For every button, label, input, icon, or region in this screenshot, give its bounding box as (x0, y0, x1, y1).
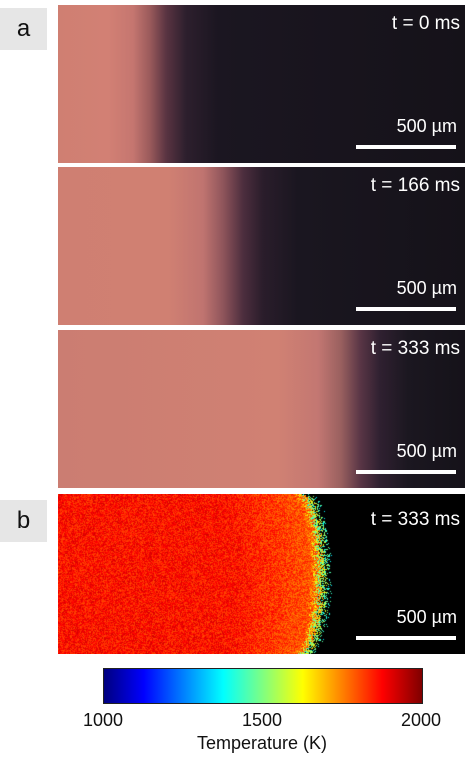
time-label: t = 166 ms (370, 175, 460, 196)
scale-bar (356, 307, 456, 311)
temperature-colorbar (103, 668, 423, 704)
time-label: t = 333 ms (370, 338, 460, 359)
thermal-image (58, 494, 465, 654)
scale-bar (356, 470, 456, 474)
frame-t0: t = 0 ms 500 µm (58, 5, 465, 163)
frame-t166: t = 166 ms 500 µm (58, 167, 465, 325)
scale-bar-label: 500 µm (396, 116, 457, 136)
colorbar-max-label: 2000 (400, 710, 442, 730)
scale-bar (356, 636, 456, 640)
time-label: t = 333 ms (370, 509, 460, 530)
colorbar-min-label: 1000 (82, 710, 124, 730)
panel-label-a: a (0, 8, 47, 50)
panel-label-b: b (0, 500, 47, 542)
colorbar-title: Temperature (K) (196, 733, 328, 753)
frame-t333: t = 333 ms 500 µm (58, 330, 465, 488)
time-label: t = 0 ms (391, 13, 460, 34)
scale-bar-label: 500 µm (396, 607, 457, 627)
scale-bar-label: 500 µm (396, 441, 457, 461)
colorbar-mid-label: 1500 (241, 710, 283, 730)
scale-bar-label: 500 µm (396, 278, 457, 298)
thermal-map: t = 333 ms 500 µm (58, 494, 465, 654)
scale-bar (356, 145, 456, 149)
